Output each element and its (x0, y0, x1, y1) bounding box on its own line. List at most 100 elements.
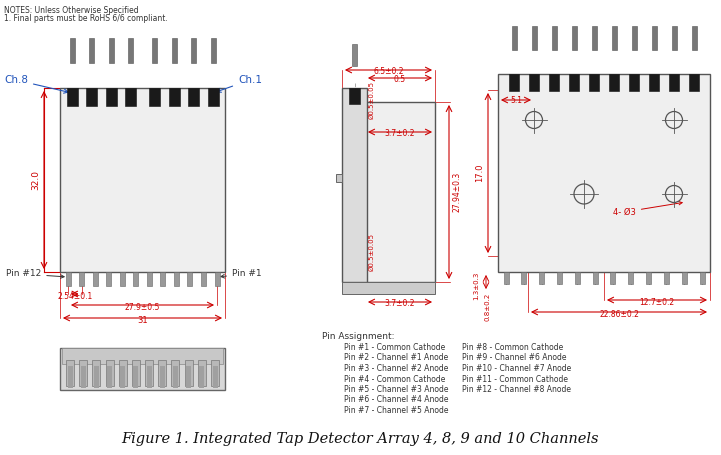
Bar (169, 88, 180, 106)
Text: 6.5±0.2: 6.5±0.2 (373, 67, 404, 76)
Bar (79, 272, 84, 286)
Bar (159, 360, 167, 386)
Bar (349, 88, 360, 104)
Text: Figure 1. Integrated Tap Detector Array 4, 8, 9 and 10 Channels: Figure 1. Integrated Tap Detector Array … (121, 432, 598, 446)
Bar (108, 38, 113, 63)
Bar (92, 360, 100, 386)
Bar (211, 38, 216, 63)
Text: Pin #11 - Common Cathode: Pin #11 - Common Cathode (462, 374, 568, 384)
Text: 27.94±0.3: 27.94±0.3 (452, 172, 461, 212)
Bar (132, 360, 140, 386)
Bar (125, 88, 136, 106)
Bar (521, 272, 526, 284)
Bar (575, 272, 580, 284)
Bar (211, 360, 219, 386)
Bar (628, 272, 633, 284)
Bar (60, 88, 225, 272)
Bar (336, 174, 342, 182)
Text: 3.7±0.2: 3.7±0.2 (385, 129, 415, 138)
Bar (79, 360, 87, 386)
Text: 3.7±0.2: 3.7±0.2 (385, 299, 415, 308)
Bar (147, 272, 152, 286)
Bar (689, 74, 699, 91)
Bar (572, 26, 577, 50)
Text: 17.0: 17.0 (475, 164, 484, 182)
Bar (185, 360, 193, 386)
Bar (68, 366, 73, 388)
Bar (498, 74, 710, 272)
Bar (66, 360, 74, 386)
Bar (511, 26, 516, 50)
Text: Pin #12 - Channel #8 Anode: Pin #12 - Channel #8 Anode (462, 385, 571, 394)
Text: 27.9±0.5: 27.9±0.5 (125, 303, 160, 312)
Bar (201, 272, 206, 286)
Bar (215, 272, 219, 286)
Text: 32.0: 32.0 (31, 170, 40, 190)
Bar (120, 366, 125, 388)
Bar (160, 366, 165, 388)
Bar (529, 74, 539, 91)
Bar (62, 348, 223, 364)
Bar (174, 272, 179, 286)
Text: Ch.1: Ch.1 (217, 75, 262, 92)
Bar (611, 26, 616, 50)
Bar (199, 366, 204, 388)
Text: Pin #1 - Common Cathode: Pin #1 - Common Cathode (344, 343, 446, 352)
Bar (649, 74, 659, 91)
Bar (539, 272, 544, 284)
Bar (531, 26, 536, 50)
Bar (557, 272, 562, 284)
Bar (119, 360, 127, 386)
Bar (105, 360, 113, 386)
Bar (188, 88, 199, 106)
Bar (89, 38, 94, 63)
Text: Ø0.5±0.05: Ø0.5±0.05 (369, 233, 375, 271)
Bar (172, 360, 180, 386)
Bar (66, 272, 71, 286)
Bar (365, 102, 435, 282)
Bar (589, 74, 599, 91)
Bar (681, 272, 686, 284)
Text: 1.3±0.3: 1.3±0.3 (473, 272, 479, 300)
Bar (186, 366, 191, 388)
Bar (549, 74, 559, 91)
Bar (503, 272, 508, 284)
Bar (669, 74, 679, 91)
Text: 0.8±0.2: 0.8±0.2 (485, 293, 491, 321)
Bar (160, 272, 165, 286)
Bar (509, 74, 519, 91)
Text: 31: 31 (137, 316, 148, 325)
Text: Pin #4 - Common Cathode: Pin #4 - Common Cathode (344, 374, 446, 384)
Bar (60, 348, 225, 390)
Text: 5.1: 5.1 (510, 96, 522, 105)
Bar (145, 360, 153, 386)
Bar (609, 74, 619, 91)
Bar (652, 26, 657, 50)
Bar (107, 366, 112, 388)
Text: Pin Assignment:: Pin Assignment: (322, 332, 394, 341)
Bar (81, 366, 86, 388)
Bar (133, 272, 138, 286)
Bar (552, 26, 557, 50)
Bar (342, 282, 435, 294)
Bar (133, 366, 138, 388)
Text: 2.54±0.1: 2.54±0.1 (57, 292, 92, 301)
Bar (611, 272, 616, 284)
Bar (629, 74, 639, 91)
Bar (187, 272, 193, 286)
Bar (691, 26, 696, 50)
Bar (152, 38, 157, 63)
Bar (105, 88, 117, 106)
Bar (149, 88, 160, 106)
Text: Pin #6 - Channel #4 Anode: Pin #6 - Channel #4 Anode (344, 395, 448, 404)
Text: 4- Ø3: 4- Ø3 (613, 202, 682, 217)
Text: Pin #10 - Channel #7 Anode: Pin #10 - Channel #7 Anode (462, 364, 571, 373)
Text: Pin #1: Pin #1 (221, 269, 262, 278)
Bar (128, 38, 133, 63)
Bar (208, 88, 218, 106)
Bar (352, 44, 357, 66)
Bar (94, 366, 99, 388)
Text: 22.86±0.2: 22.86±0.2 (599, 310, 639, 319)
Text: Pin #8 - Common Cathode: Pin #8 - Common Cathode (462, 343, 563, 352)
Bar (92, 272, 97, 286)
